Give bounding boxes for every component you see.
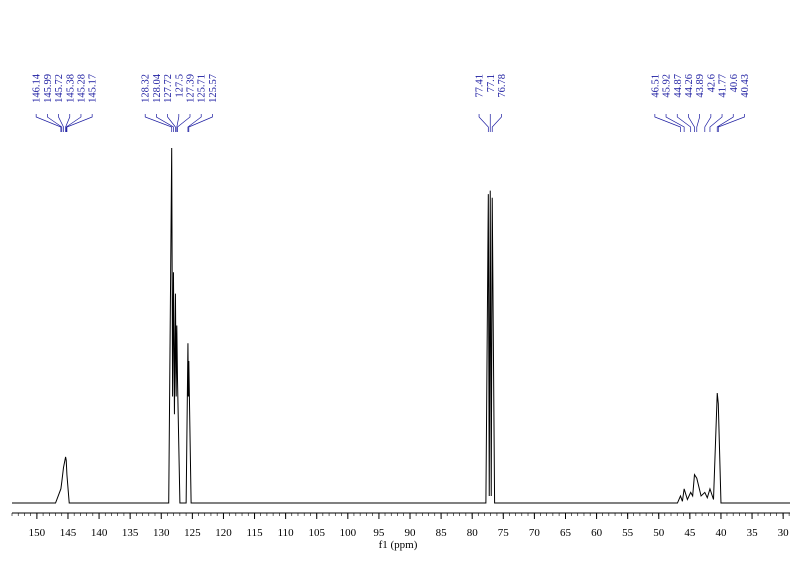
peak-label: 40.43 — [740, 74, 751, 98]
x-tick-label: 45 — [684, 527, 696, 539]
peak-connector — [709, 114, 723, 132]
peak-label: 145.99 — [43, 74, 54, 103]
x-axis-title: f1 (ppm) — [379, 539, 418, 551]
peak-connector — [676, 114, 692, 132]
x-tick-label: 60 — [591, 527, 603, 539]
peak-connector — [66, 114, 93, 132]
peak-connector — [65, 114, 71, 132]
peak-label: 145.38 — [65, 74, 76, 103]
x-tick-label: 55 — [622, 527, 634, 539]
peak-label: 125.71 — [197, 74, 208, 103]
peak-label: 125.57 — [208, 74, 219, 103]
peak-connector — [688, 114, 695, 132]
peak-connector — [144, 114, 173, 132]
x-tick-label: 130 — [153, 527, 170, 539]
peak-label: 45.92 — [662, 74, 673, 98]
peak-connector — [176, 114, 180, 132]
peak-label: 128.32 — [141, 74, 152, 103]
x-tick-label: 65 — [560, 527, 572, 539]
x-tick-label: 100 — [340, 527, 357, 539]
peak-connector — [35, 114, 62, 132]
peak-label: 44.87 — [673, 74, 684, 98]
peak-label: 128.04 — [152, 73, 163, 103]
peak-label: 145.28 — [76, 74, 87, 103]
peak-connector — [478, 114, 489, 132]
x-tick-label: 70 — [529, 527, 541, 539]
peak-connector — [167, 114, 176, 132]
x-tick-label: 95 — [373, 527, 385, 539]
peak-connector — [65, 114, 82, 132]
peak-connector — [704, 114, 712, 132]
x-tick-label: 85 — [436, 527, 448, 539]
peak-label: 77.1 — [486, 74, 497, 92]
peak-label: 41.77 — [718, 74, 729, 98]
peak-label: 145.72 — [54, 74, 65, 103]
peak-label: 146.14 — [32, 73, 43, 103]
x-tick-label: 105 — [308, 527, 325, 539]
peak-connector — [187, 114, 202, 132]
x-tick-label: 150 — [29, 527, 46, 539]
peak-connector — [717, 114, 745, 132]
x-tick-label: 140 — [91, 527, 108, 539]
x-tick-label: 110 — [278, 527, 295, 539]
peak-connector — [156, 114, 174, 132]
x-tick-label: 30 — [778, 527, 790, 539]
peak-label: 127.72 — [163, 74, 174, 103]
x-tick-label: 50 — [653, 527, 665, 539]
x-tick-label: 35 — [747, 527, 759, 539]
x-tick-label: 80 — [467, 527, 479, 539]
peak-label: 145.17 — [88, 74, 99, 103]
peak-connector — [696, 114, 701, 132]
peak-label: 40.6 — [729, 74, 740, 92]
peak-label: 44.26 — [684, 74, 695, 98]
peak-label: 76.78 — [497, 74, 508, 98]
x-tick-label: 125 — [184, 527, 201, 539]
x-tick-label: 120 — [215, 527, 232, 539]
spectrum-line — [12, 147, 790, 504]
x-tick-label: 135 — [122, 527, 139, 539]
peak-label: 46.51 — [650, 74, 661, 98]
x-tick-label: 90 — [405, 527, 417, 539]
peak-connector — [47, 114, 63, 132]
peak-label: 43.89 — [695, 74, 706, 98]
x-tick-label: 115 — [246, 527, 263, 539]
peak-connector — [654, 114, 681, 132]
peak-label: 127.39 — [186, 74, 197, 103]
peak-label: 77.41 — [475, 74, 486, 98]
peak-connector — [177, 114, 191, 132]
x-tick-label: 75 — [498, 527, 510, 539]
peak-connector — [188, 114, 213, 132]
x-tick-label: 145 — [60, 527, 77, 539]
peak-label: 127.5 — [174, 74, 185, 98]
peak-connector — [491, 114, 502, 132]
peak-connector — [716, 114, 734, 132]
peak-connector — [58, 114, 64, 132]
peak-connector — [665, 114, 685, 132]
x-tick-label: 40 — [715, 527, 727, 539]
peak-label: 42.6 — [706, 74, 717, 92]
